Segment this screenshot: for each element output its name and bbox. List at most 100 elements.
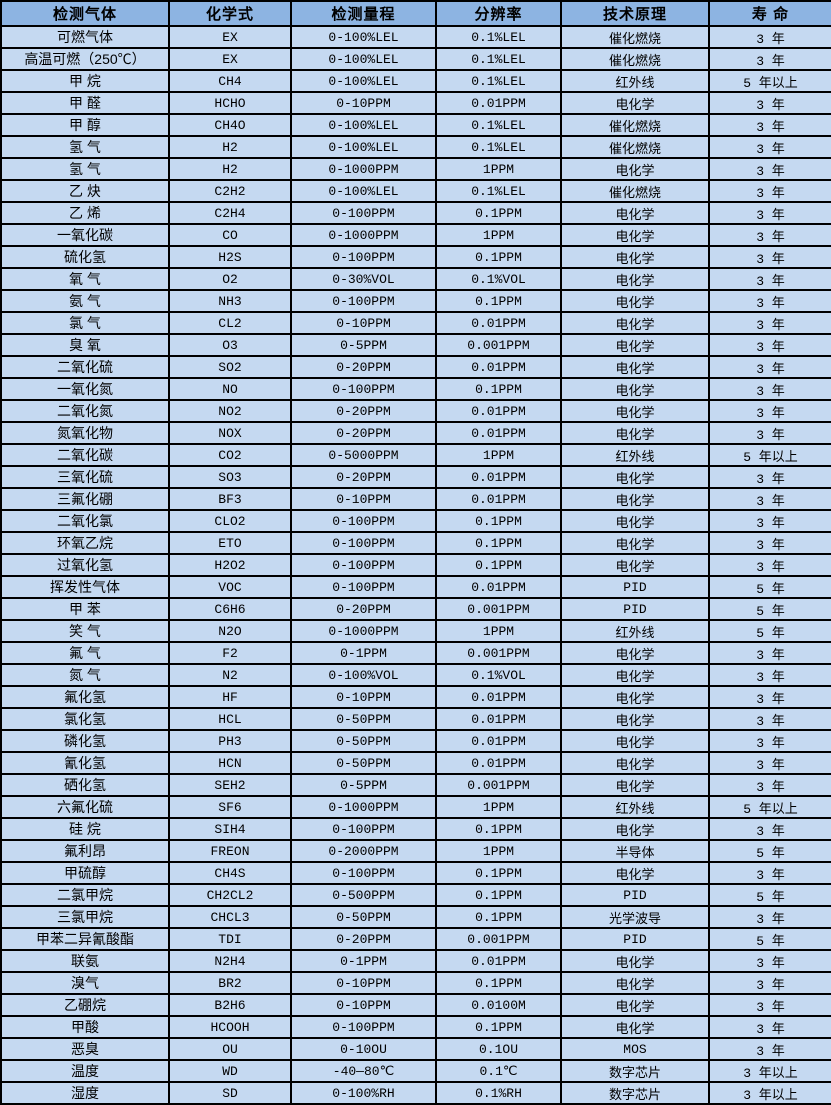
table-row: 三氟化硼 BF3 0-10PPM 0.01PPM 电化学 3 年 bbox=[0, 487, 831, 511]
table-cell: O3 bbox=[168, 333, 292, 357]
table-cell: 3 年 bbox=[708, 509, 831, 533]
table-cell: 0.1%RH bbox=[435, 1081, 562, 1105]
table-cell: HCL bbox=[168, 707, 292, 731]
table-row: 硒化氢 SEH2 0-5PPM 0.001PPM 电化学 3 年 bbox=[0, 773, 831, 797]
table-cell: 电化学 bbox=[560, 773, 710, 797]
table-cell: 氯化氢 bbox=[0, 707, 170, 731]
table-row: 氯化氢 HCL 0-50PPM 0.01PPM 电化学 3 年 bbox=[0, 707, 831, 731]
table-cell: WD bbox=[168, 1059, 292, 1083]
table-cell: 电化学 bbox=[560, 223, 710, 247]
table-cell: 0-100PPM bbox=[290, 509, 437, 533]
table-cell: 甲 醇 bbox=[0, 113, 170, 137]
table-cell: CLO2 bbox=[168, 509, 292, 533]
table-cell: 0-5PPM bbox=[290, 773, 437, 797]
table-cell: 电化学 bbox=[560, 531, 710, 555]
table-cell: 电化学 bbox=[560, 91, 710, 115]
table-cell: 0.001PPM bbox=[435, 597, 562, 621]
table-row: 乙 炔 C2H2 0-100%LEL 0.1%LEL 催化燃烧 3 年 bbox=[0, 179, 831, 203]
table-cell: 0-10PPM bbox=[290, 685, 437, 709]
table-cell: 环氧乙烷 bbox=[0, 531, 170, 555]
table-cell: 氨 气 bbox=[0, 289, 170, 313]
column-header-5: 寿 命 bbox=[708, 0, 831, 27]
table-cell: 1PPM bbox=[435, 443, 562, 467]
table-cell: 电化学 bbox=[560, 289, 710, 313]
table-cell: 3 年 bbox=[708, 993, 831, 1017]
table-cell: 硅 烷 bbox=[0, 817, 170, 841]
table-cell: 1PPM bbox=[435, 619, 562, 643]
table-body: 可燃气体 EX 0-100%LEL 0.1%LEL 催化燃烧 3 年高温可燃（250℃） E… bbox=[0, 25, 831, 1105]
table-cell: 乙 炔 bbox=[0, 179, 170, 203]
table-cell: 3 年 bbox=[708, 245, 831, 269]
table-row: 乙 烯 C2H4 0-100PPM 0.1PPM 电化学 3 年 bbox=[0, 201, 831, 225]
table-cell: 5 年 bbox=[708, 839, 831, 863]
table-row: 氯 气 CL2 0-10PPM 0.01PPM 电化学 3 年 bbox=[0, 311, 831, 335]
table-cell: 0-100PPM bbox=[290, 289, 437, 313]
table-cell: C2H2 bbox=[168, 179, 292, 203]
table-cell: 0-20PPM bbox=[290, 355, 437, 379]
table-cell: 0-100PPM bbox=[290, 575, 437, 599]
table-cell: -40—80℃ bbox=[290, 1059, 437, 1083]
column-header-2: 检测量程 bbox=[290, 0, 437, 27]
table-cell: 1PPM bbox=[435, 795, 562, 819]
table-cell: 0-500PPM bbox=[290, 883, 437, 907]
table-cell: MOS bbox=[560, 1037, 710, 1061]
table-cell: 0-50PPM bbox=[290, 751, 437, 775]
table-row: 三氧化硫 SO3 0-20PPM 0.01PPM 电化学 3 年 bbox=[0, 465, 831, 489]
table-cell: H2O2 bbox=[168, 553, 292, 577]
table-cell: 0.01PPM bbox=[435, 465, 562, 489]
table-cell: 三氯甲烷 bbox=[0, 905, 170, 929]
table-cell: 二氧化硫 bbox=[0, 355, 170, 379]
table-cell: CO2 bbox=[168, 443, 292, 467]
table-cell: BF3 bbox=[168, 487, 292, 511]
table-cell: C6H6 bbox=[168, 597, 292, 621]
table-cell: 可燃气体 bbox=[0, 25, 170, 49]
table-cell: 0.01PPM bbox=[435, 311, 562, 335]
table-row: 甲苯二异氰酸酯 TDI 0-20PPM 0.001PPM PID 5 年 bbox=[0, 927, 831, 951]
table-cell: SF6 bbox=[168, 795, 292, 819]
table-cell: 0.01PPM bbox=[435, 707, 562, 731]
table-cell: 电化学 bbox=[560, 707, 710, 731]
table-cell: SO2 bbox=[168, 355, 292, 379]
table-cell: PID bbox=[560, 883, 710, 907]
table-cell: 3 年以上 bbox=[708, 1059, 831, 1083]
table-cell: 5 年 bbox=[708, 883, 831, 907]
table-cell: 红外线 bbox=[560, 795, 710, 819]
table-cell: 二氧化碳 bbox=[0, 443, 170, 467]
table-cell: 0-2000PPM bbox=[290, 839, 437, 863]
table-cell: CO bbox=[168, 223, 292, 247]
table-cell: 氮 气 bbox=[0, 663, 170, 687]
table-cell: 0.1PPM bbox=[435, 861, 562, 885]
table-cell: 0.001PPM bbox=[435, 641, 562, 665]
table-row: 磷化氢 PH3 0-50PPM 0.01PPM 电化学 3 年 bbox=[0, 729, 831, 753]
table-cell: ETO bbox=[168, 531, 292, 555]
table-cell: 3 年 bbox=[708, 663, 831, 687]
table-cell: 氯 气 bbox=[0, 311, 170, 335]
table-cell: H2 bbox=[168, 135, 292, 159]
table-cell: 0-20PPM bbox=[290, 399, 437, 423]
table-cell: NO bbox=[168, 377, 292, 401]
table-cell: 电化学 bbox=[560, 729, 710, 753]
table-cell: 0.1%VOL bbox=[435, 663, 562, 687]
table-cell: 3 年 bbox=[708, 487, 831, 511]
table-cell: TDI bbox=[168, 927, 292, 951]
table-row: 氢 气 H2 0-1000PPM 1PPM 电化学 3 年 bbox=[0, 157, 831, 181]
table-cell: 0-100PPM bbox=[290, 377, 437, 401]
table-row: 二氧化氮 NO2 0-20PPM 0.01PPM 电化学 3 年 bbox=[0, 399, 831, 423]
table-row: 联氨 N2H4 0-1PPM 0.01PPM 电化学 3 年 bbox=[0, 949, 831, 973]
table-row: 甲酸 HCOOH 0-100PPM 0.1PPM 电化学 3 年 bbox=[0, 1015, 831, 1039]
table-cell: H2 bbox=[168, 157, 292, 181]
table-cell: 氢 气 bbox=[0, 135, 170, 159]
table-row: 氰化氢 HCN 0-50PPM 0.01PPM 电化学 3 年 bbox=[0, 751, 831, 775]
table-cell: 3 年 bbox=[708, 289, 831, 313]
table-cell: 0-100%LEL bbox=[290, 135, 437, 159]
table-cell: HF bbox=[168, 685, 292, 709]
table-cell: 0.1PPM bbox=[435, 531, 562, 555]
table-cell: 0.1PPM bbox=[435, 905, 562, 929]
table-cell: 一氧化碳 bbox=[0, 223, 170, 247]
table-cell: 电化学 bbox=[560, 355, 710, 379]
table-cell: 电化学 bbox=[560, 201, 710, 225]
table-cell: 0-10PPM bbox=[290, 91, 437, 115]
table-cell: 3 年 bbox=[708, 25, 831, 49]
table-cell: 0-1PPM bbox=[290, 641, 437, 665]
table-cell: PID bbox=[560, 597, 710, 621]
